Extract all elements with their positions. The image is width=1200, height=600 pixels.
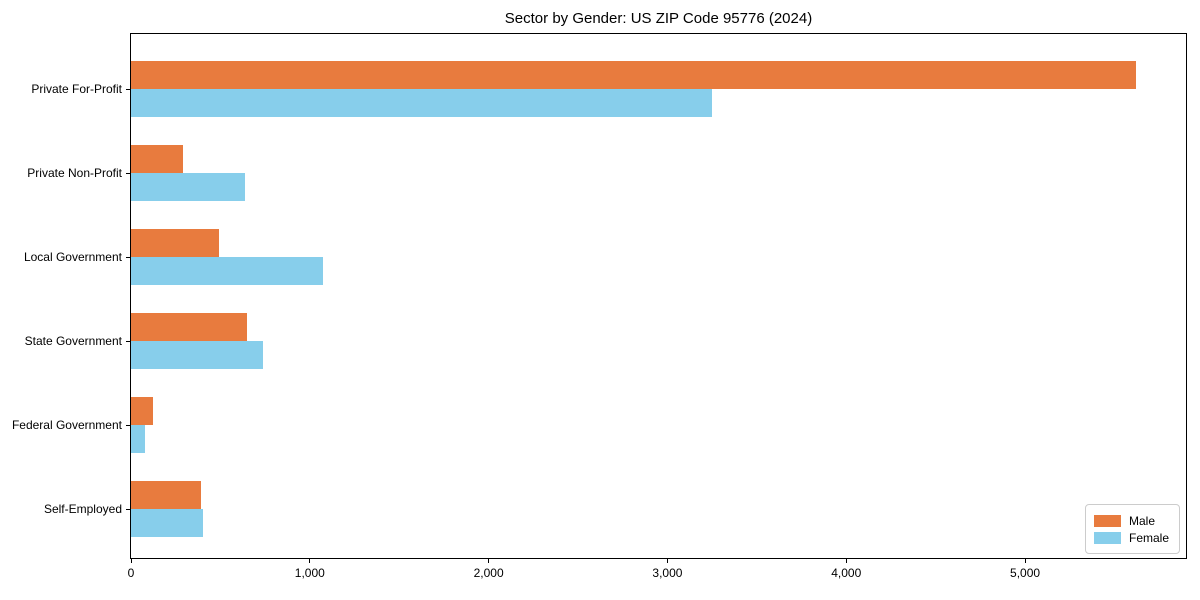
x-tick-mark [845, 559, 847, 563]
legend-entry-female: Female [1093, 529, 1169, 546]
x-tick-mark [309, 559, 311, 563]
bar-female [131, 509, 203, 537]
legend-label-female: Female [1128, 530, 1169, 545]
male-swatch [1093, 514, 1121, 527]
bar-male [131, 229, 219, 257]
bar-male [131, 61, 1136, 89]
bar-female [131, 425, 146, 453]
bar-male [131, 313, 248, 341]
x-tick-label: 5,000 [1010, 566, 1041, 580]
x-tick-mark [666, 559, 668, 563]
bar-male [131, 481, 201, 509]
y-tick-label: Federal Government [11, 418, 122, 432]
y-tick-label: State Government [24, 334, 122, 348]
x-tick-mark [488, 559, 490, 563]
y-tick-label: Private For-Profit [31, 82, 122, 96]
x-tick-label: 2,000 [473, 566, 504, 580]
x-tick-mark [130, 559, 132, 563]
y-tick-label: Private Non-Profit [27, 166, 122, 180]
y-tick-mark [126, 341, 130, 342]
y-tick-mark [126, 257, 130, 258]
x-tick-label: 4,000 [831, 566, 862, 580]
x-tick-mark [1024, 559, 1026, 563]
bar-female [131, 89, 713, 117]
y-tick-mark [126, 173, 130, 174]
y-tick-mark [126, 509, 130, 510]
female-swatch [1093, 531, 1121, 544]
bar-male [131, 397, 154, 425]
bar-female [131, 257, 324, 285]
plot-area: Male Female Private For-Profit Private No… [12, 33, 1187, 580]
legend-label-male: Male [1128, 513, 1155, 528]
y-tick-mark [126, 425, 130, 426]
y-tick-mark [126, 89, 130, 90]
x-tick-label: 3,000 [652, 566, 683, 580]
chart-title: Sector by Gender: US ZIP Code 95776 (202… [504, 10, 813, 27]
x-tick-label: 0 [127, 566, 135, 580]
y-tick-label: Self-Employed [43, 502, 122, 516]
bar-female [131, 341, 264, 369]
legend-entry-male: Male [1093, 512, 1169, 529]
legend: Male Female [1084, 504, 1180, 554]
x-tick-label: 1,000 [294, 566, 325, 580]
bar-male [131, 145, 183, 173]
bar-female [131, 173, 246, 201]
y-tick-label: Local Government [23, 250, 122, 264]
